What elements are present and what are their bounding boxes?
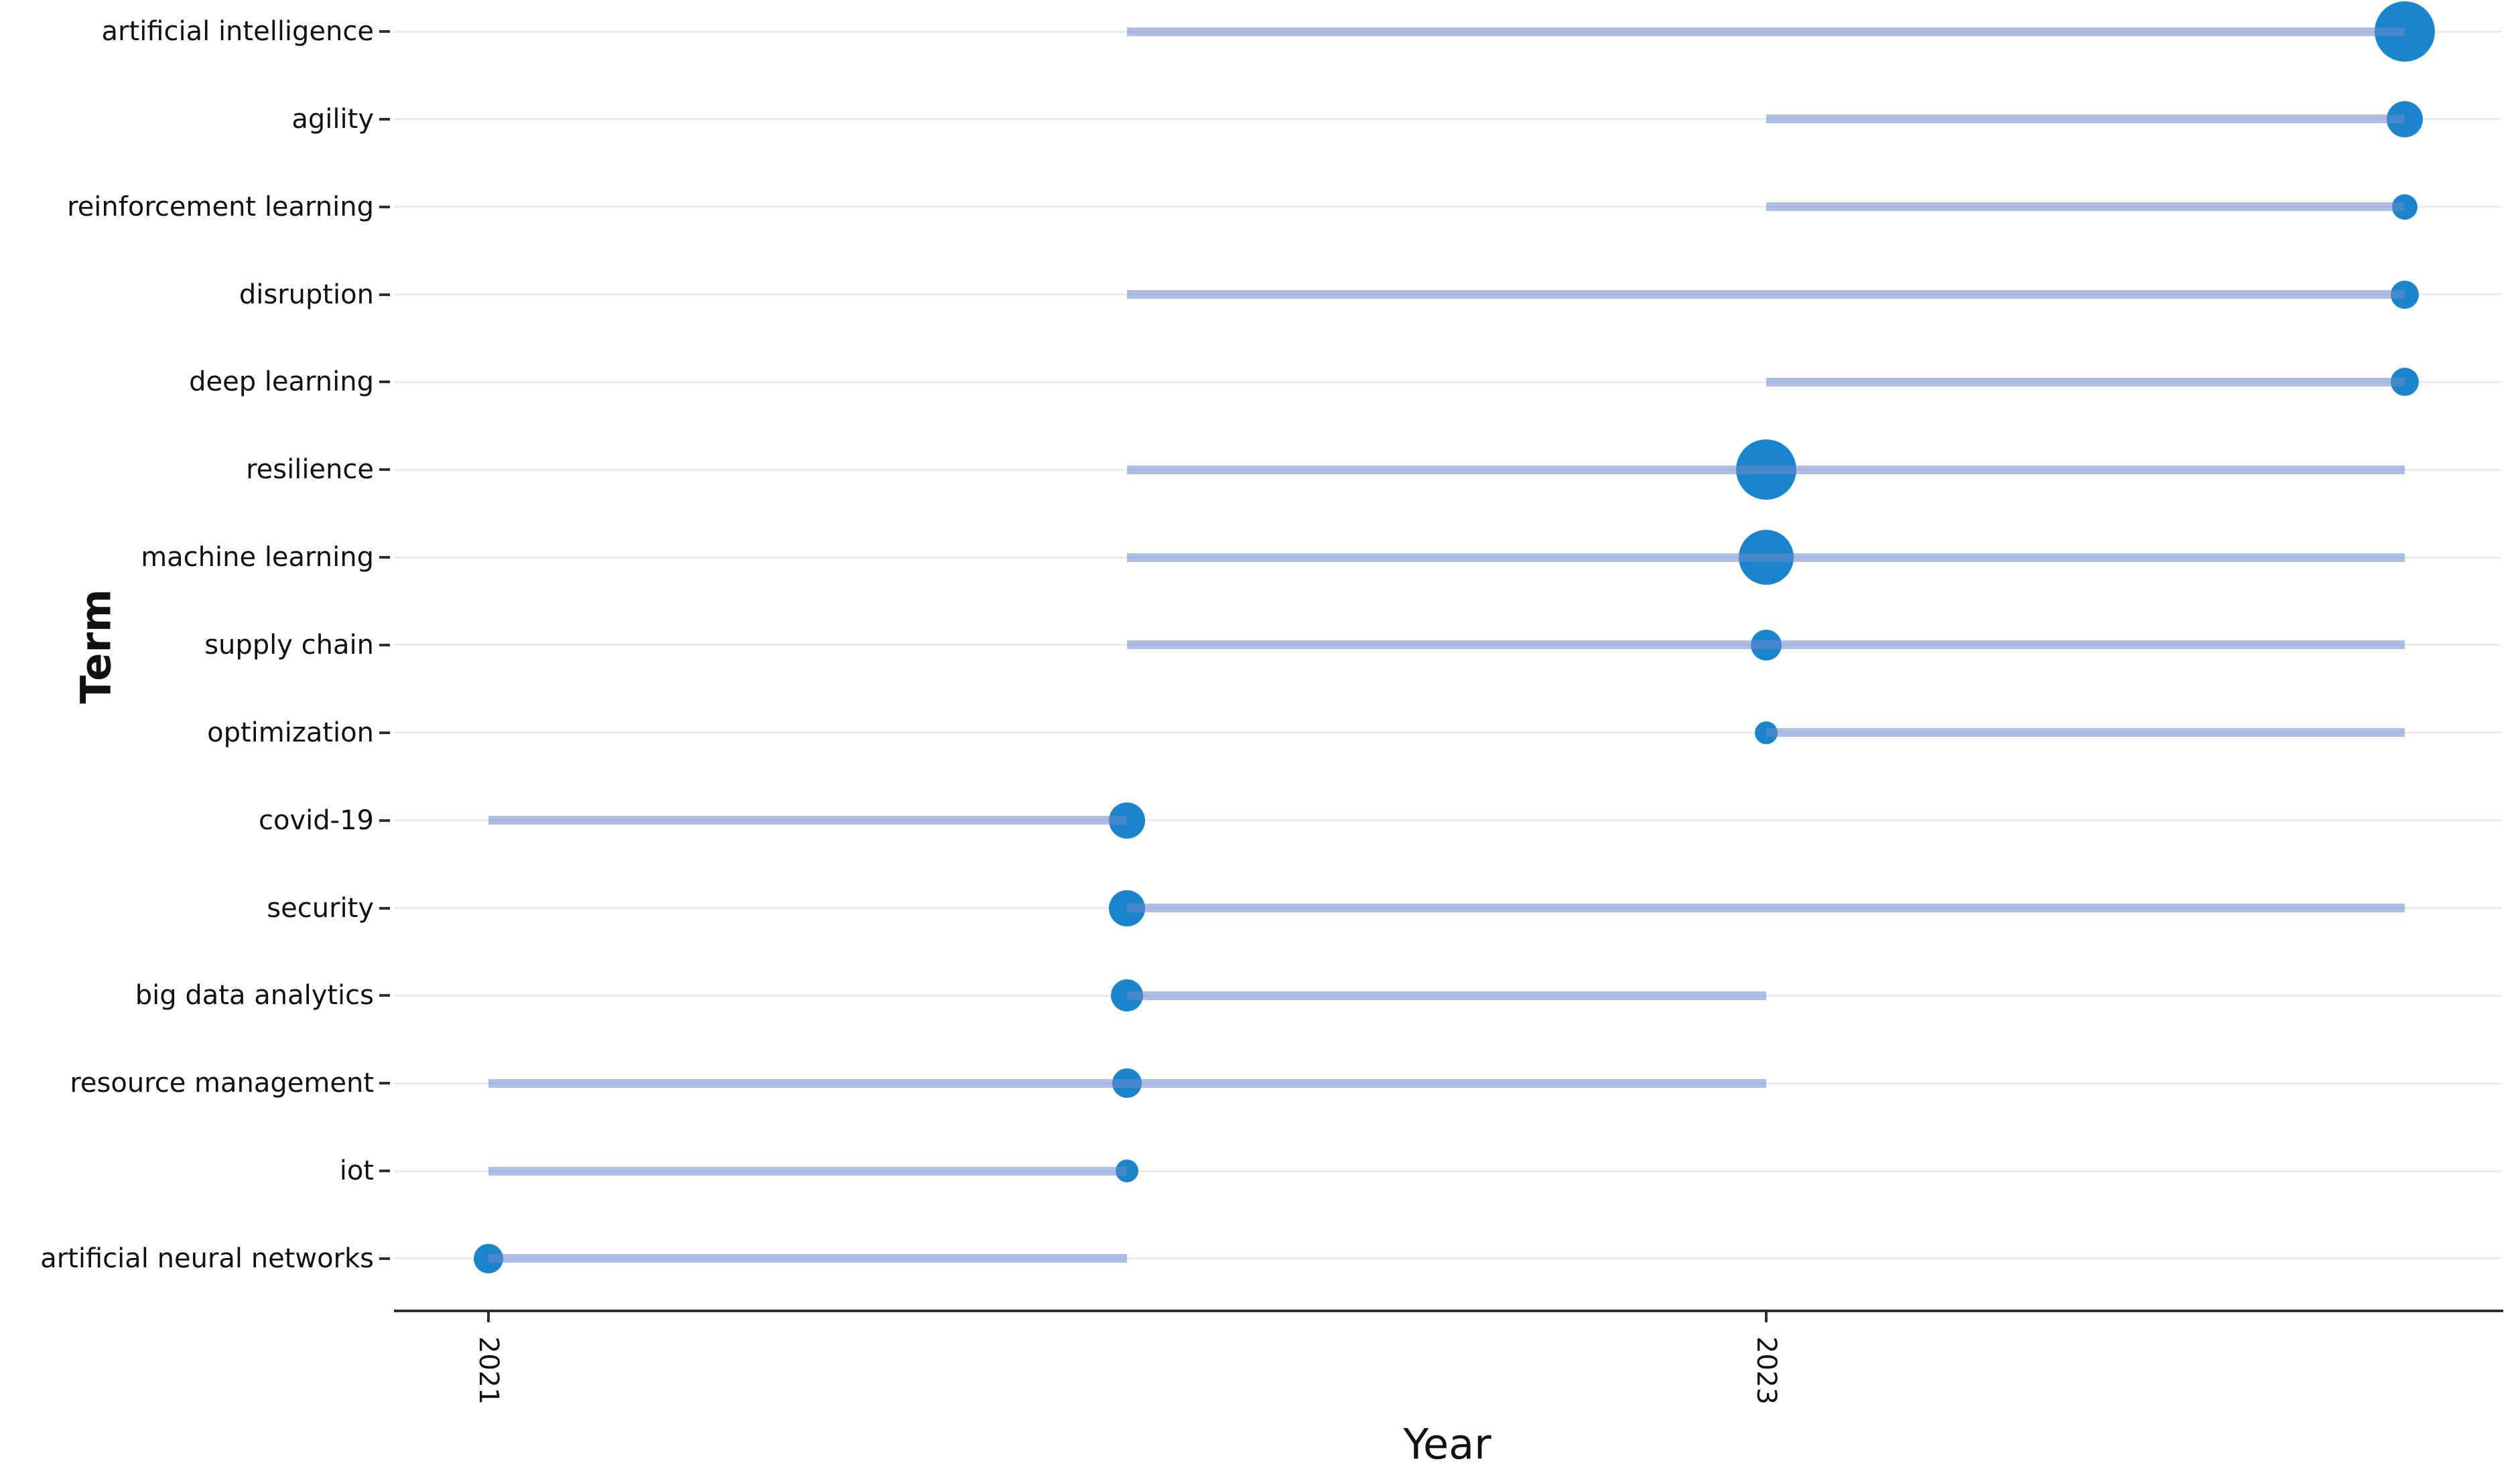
trend-line xyxy=(1127,640,2405,650)
term-row-gridline xyxy=(394,380,2501,383)
x-tick-label: 2021 xyxy=(473,1336,504,1405)
term-tick xyxy=(379,819,390,822)
term-row-gridline xyxy=(394,1170,2501,1172)
term-tick xyxy=(379,1257,390,1260)
term-label: covid-19 xyxy=(259,804,374,836)
term-tick xyxy=(379,1170,390,1173)
trend-line xyxy=(1127,290,2405,299)
term-label: security xyxy=(267,892,374,924)
term-label: resilience xyxy=(246,454,374,486)
term-label: big data analytics xyxy=(135,980,374,1011)
term-label: deep learning xyxy=(189,366,374,398)
trend-line xyxy=(488,1254,1128,1263)
term-tick xyxy=(379,380,390,384)
term-label: artificial neural networks xyxy=(40,1243,374,1274)
trend-line xyxy=(488,1078,1766,1088)
term-label: agility xyxy=(291,103,374,135)
x-tick-label: 2023 xyxy=(1750,1336,1782,1405)
x-axis-title: Year xyxy=(1403,1419,1491,1469)
trend-line xyxy=(1766,115,2405,124)
trend-line xyxy=(1766,728,2405,738)
term-tick xyxy=(379,293,390,296)
term-tick xyxy=(379,1082,390,1085)
term-tick xyxy=(379,994,390,997)
term-label: reinforcement learning xyxy=(67,191,374,222)
term-label: disruption xyxy=(239,279,374,310)
term-tick xyxy=(379,906,390,910)
x-tick xyxy=(487,1312,490,1322)
term-label: optimization xyxy=(207,717,374,748)
trend-line xyxy=(488,1166,1128,1176)
term-tick xyxy=(379,643,390,646)
term-row-gridline xyxy=(394,118,2501,121)
term-label: machine learning xyxy=(141,542,374,573)
term-label: iot xyxy=(339,1155,374,1187)
term-tick xyxy=(379,556,390,559)
x-axis-line xyxy=(394,1310,2503,1312)
trend-line xyxy=(1127,553,2405,562)
trend-line xyxy=(1766,202,2405,212)
term-label: artificial intelligence xyxy=(101,16,374,47)
trend-line xyxy=(1127,991,1766,1000)
trend-line xyxy=(1127,27,2405,36)
term-row-gridline xyxy=(394,206,2501,208)
trend-line xyxy=(1127,904,2405,913)
trend-line xyxy=(1127,465,2405,474)
term-row-gridline xyxy=(394,819,2501,822)
trend-line xyxy=(1766,377,2405,387)
trend-line xyxy=(488,816,1128,825)
x-tick xyxy=(1764,1312,1768,1322)
term-tick xyxy=(379,205,390,208)
term-tick xyxy=(379,731,390,734)
term-row-gridline xyxy=(394,1257,2501,1260)
term-row-gridline xyxy=(394,731,2501,734)
term-tick xyxy=(379,117,390,121)
term-label: supply chain xyxy=(204,629,374,660)
term-tick xyxy=(379,468,390,472)
term-tick xyxy=(379,30,390,33)
term-label: resource management xyxy=(70,1068,374,1099)
